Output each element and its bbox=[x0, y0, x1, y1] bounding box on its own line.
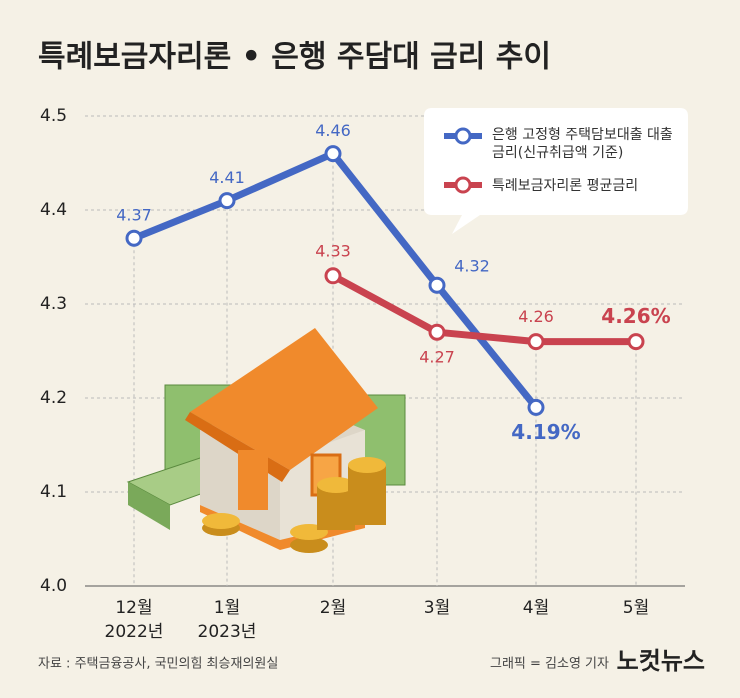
credit: 그래픽 = 김소영 기자 bbox=[490, 657, 609, 672]
data-label: 4.37 bbox=[116, 206, 152, 225]
x-tick-label: 5월 bbox=[623, 598, 649, 618]
house-illustration bbox=[126, 328, 406, 553]
data-point bbox=[324, 145, 342, 163]
data-label: 4.32 bbox=[454, 257, 490, 276]
data-label: 4.46 bbox=[315, 121, 351, 140]
data-point bbox=[428, 323, 446, 341]
legend-swatch-dot bbox=[454, 127, 472, 145]
x-tick-label: 1월 bbox=[214, 598, 240, 618]
x-tick-sublabel: 2023년 bbox=[198, 622, 257, 642]
data-label: 4.33 bbox=[315, 241, 351, 260]
source: 자료 : 주택금융공사, 국민의힘 최승재의원실 bbox=[38, 657, 278, 672]
legend-label: 은행 고정형 주택담보대출 대출금리(신규취급액 기준) bbox=[492, 127, 673, 161]
y-tick-label: 4.3 bbox=[40, 294, 67, 314]
data-point bbox=[527, 333, 545, 351]
x-tick-label: 4월 bbox=[523, 598, 549, 618]
data-point bbox=[627, 333, 645, 351]
data-point bbox=[324, 267, 342, 285]
y-tick-label: 4.1 bbox=[40, 482, 67, 502]
series-line bbox=[331, 272, 636, 346]
data-label: 4.27 bbox=[419, 348, 455, 367]
data-point bbox=[218, 192, 236, 210]
data-label: 4.26 bbox=[518, 307, 554, 326]
legend-swatch-dot bbox=[454, 176, 472, 194]
y-tick-label: 4.4 bbox=[40, 200, 67, 220]
x-tick-label: 3월 bbox=[424, 598, 450, 618]
chart-title: 특례보금자리론 • 은행 주담대 금리 추이 bbox=[38, 40, 551, 75]
y-tick-label: 4.0 bbox=[40, 576, 67, 596]
data-label: 4.26% bbox=[601, 304, 670, 328]
logo: 노컷뉴스 bbox=[617, 647, 705, 675]
y-tick-label: 4.5 bbox=[40, 106, 67, 126]
data-point bbox=[428, 276, 446, 294]
data-point bbox=[125, 229, 143, 247]
data-point bbox=[527, 398, 545, 416]
x-tick-label: 12월 bbox=[115, 598, 152, 618]
x-tick-label: 2월 bbox=[320, 598, 346, 618]
legend-box bbox=[424, 108, 688, 234]
data-label: 4.19% bbox=[511, 420, 580, 444]
data-label: 4.41 bbox=[209, 168, 245, 187]
y-tick-label: 4.2 bbox=[40, 388, 67, 408]
legend-label: 특례보금자리론 평균금리 bbox=[492, 178, 639, 194]
x-tick-sublabel: 2022년 bbox=[105, 622, 164, 642]
